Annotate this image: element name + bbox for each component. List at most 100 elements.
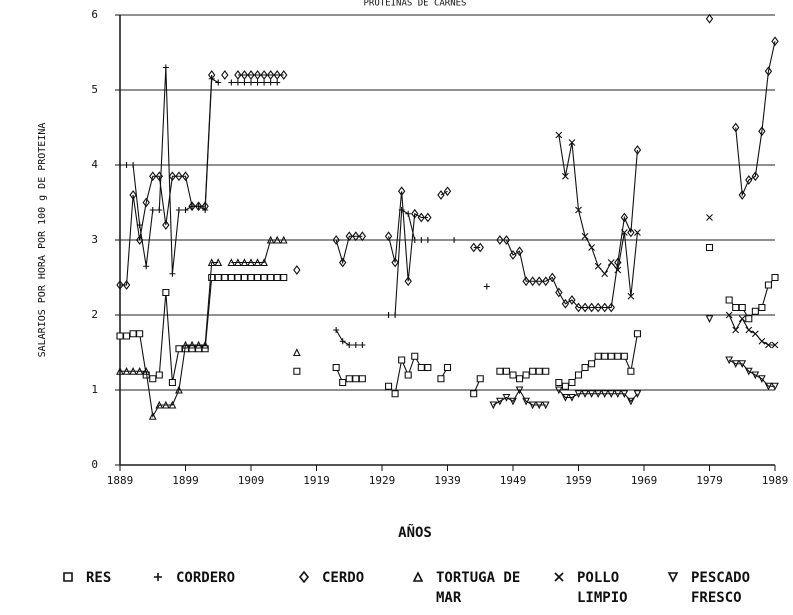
data-point	[542, 276, 550, 287]
data-point	[764, 281, 772, 289]
data-point	[234, 70, 242, 80]
data-point	[254, 79, 261, 86]
data-point	[489, 401, 498, 410]
data-point	[207, 258, 216, 267]
data-point	[339, 378, 347, 387]
y-tick-label: 4	[91, 158, 98, 171]
legend-icon	[554, 572, 564, 582]
data-point	[555, 378, 563, 387]
data-point	[771, 36, 779, 47]
data-point	[405, 210, 412, 217]
data-point	[515, 386, 524, 395]
data-point	[633, 145, 642, 155]
data-point	[607, 390, 616, 398]
data-point	[588, 360, 596, 368]
data-point	[744, 367, 753, 376]
data-point	[168, 400, 177, 409]
data-point	[292, 348, 301, 357]
data-point	[273, 273, 281, 282]
data-point	[535, 276, 543, 287]
data-point	[214, 273, 222, 282]
data-point	[561, 298, 570, 309]
data-point	[417, 212, 425, 223]
data-point	[208, 70, 216, 80]
data-point	[122, 367, 131, 375]
data-point	[201, 201, 209, 212]
data-point	[143, 263, 150, 270]
data-point	[142, 367, 151, 375]
data-point	[705, 13, 714, 24]
marker	[667, 572, 679, 583]
data-point	[614, 266, 622, 274]
data-point	[470, 390, 478, 398]
data-point	[130, 162, 137, 168]
x-tick-label: 1949	[500, 474, 527, 487]
data-point	[443, 186, 452, 197]
legend-icon	[63, 572, 73, 582]
data-point	[227, 273, 235, 282]
data-point	[417, 363, 425, 372]
data-point	[175, 171, 183, 182]
data-point	[600, 390, 609, 398]
data-point	[548, 272, 556, 283]
data-point	[123, 332, 131, 340]
marker	[298, 571, 310, 583]
data-point	[758, 303, 766, 312]
data-point	[581, 390, 589, 398]
data-point	[267, 273, 275, 282]
data-point	[424, 212, 432, 223]
data-point	[758, 126, 766, 137]
data-point	[594, 352, 602, 360]
data-point	[266, 235, 275, 244]
data-point	[594, 302, 602, 313]
data-point	[731, 360, 740, 368]
data-point	[155, 371, 163, 379]
data-point	[201, 345, 209, 353]
legend-label: RES	[86, 570, 112, 586]
data-point	[260, 258, 268, 267]
marker	[63, 572, 73, 582]
data-point	[149, 375, 157, 383]
data-point	[732, 122, 740, 133]
data-point	[633, 330, 641, 338]
data-point	[161, 400, 170, 409]
data-point	[758, 337, 766, 345]
data-point	[411, 208, 419, 219]
x-axis-label: AÑOS	[398, 524, 432, 541]
data-point	[738, 303, 746, 312]
data-point	[175, 345, 183, 353]
data-point	[267, 79, 274, 86]
data-point	[522, 371, 530, 379]
data-point	[345, 375, 353, 383]
data-point	[253, 258, 262, 267]
data-point	[620, 229, 628, 236]
data-point	[725, 296, 733, 304]
data-point	[248, 79, 254, 86]
data-point	[574, 390, 583, 398]
data-point	[601, 352, 609, 360]
data-point	[227, 258, 236, 267]
data-point	[156, 207, 163, 213]
legend-icon	[412, 571, 424, 582]
data-point	[142, 197, 150, 208]
x-tick-label: 1899	[172, 474, 199, 487]
data-point	[751, 171, 760, 182]
legend-icon	[154, 573, 162, 581]
data-point	[182, 207, 189, 213]
data-point	[398, 356, 406, 364]
data-point	[293, 367, 301, 375]
data-point	[260, 273, 268, 282]
data-point	[240, 273, 248, 282]
data-point	[588, 244, 595, 251]
data-point	[562, 172, 569, 180]
legend-icon	[298, 571, 310, 583]
data-point	[620, 212, 629, 223]
data-point	[345, 231, 353, 242]
data-point	[529, 367, 537, 375]
data-point	[122, 280, 131, 290]
x-tick-label: 1969	[631, 474, 658, 487]
data-point	[155, 171, 163, 182]
data-point	[260, 70, 268, 80]
chart: PROTEINAS DE CARNES SALARIOS POR HORA PO…	[37, 0, 788, 541]
data-point	[765, 341, 772, 349]
